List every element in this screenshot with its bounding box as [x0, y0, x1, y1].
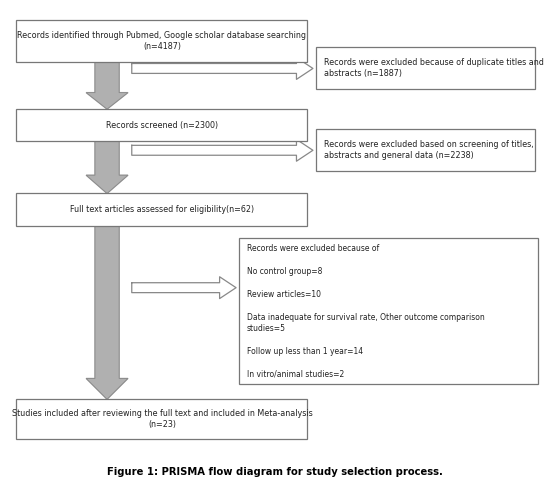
Polygon shape [86, 62, 128, 109]
Text: Figure 1: PRISMA flow diagram for study selection process.: Figure 1: PRISMA flow diagram for study … [107, 467, 442, 477]
Polygon shape [132, 139, 313, 161]
Text: Records were excluded based on screening of titles,
abstracts and general data (: Records were excluded based on screening… [324, 140, 534, 160]
Text: Records were excluded because of duplicate titles and
abstracts (n=1887): Records were excluded because of duplica… [324, 58, 544, 78]
Text: Records identified through Pubmed, Google scholar database searching
(n=4187): Records identified through Pubmed, Googl… [18, 31, 306, 51]
Text: Studies included after reviewing the full text and included in Meta-analysis
(n=: Studies included after reviewing the ful… [12, 409, 312, 430]
Text: Full text articles assessed for eligibility(n=62): Full text articles assessed for eligibil… [70, 205, 254, 214]
FancyBboxPatch shape [316, 47, 535, 89]
Polygon shape [132, 58, 313, 79]
FancyBboxPatch shape [16, 20, 307, 62]
Text: Records were excluded because of

No control group=8

Review articles=10

Data i: Records were excluded because of No cont… [247, 244, 485, 379]
Polygon shape [86, 141, 128, 193]
Text: Records screened (n=2300): Records screened (n=2300) [106, 121, 218, 130]
FancyBboxPatch shape [16, 399, 307, 439]
FancyBboxPatch shape [239, 238, 538, 384]
Polygon shape [132, 277, 236, 299]
Polygon shape [86, 226, 128, 399]
FancyBboxPatch shape [16, 193, 307, 226]
FancyBboxPatch shape [16, 109, 307, 141]
FancyBboxPatch shape [316, 129, 535, 171]
